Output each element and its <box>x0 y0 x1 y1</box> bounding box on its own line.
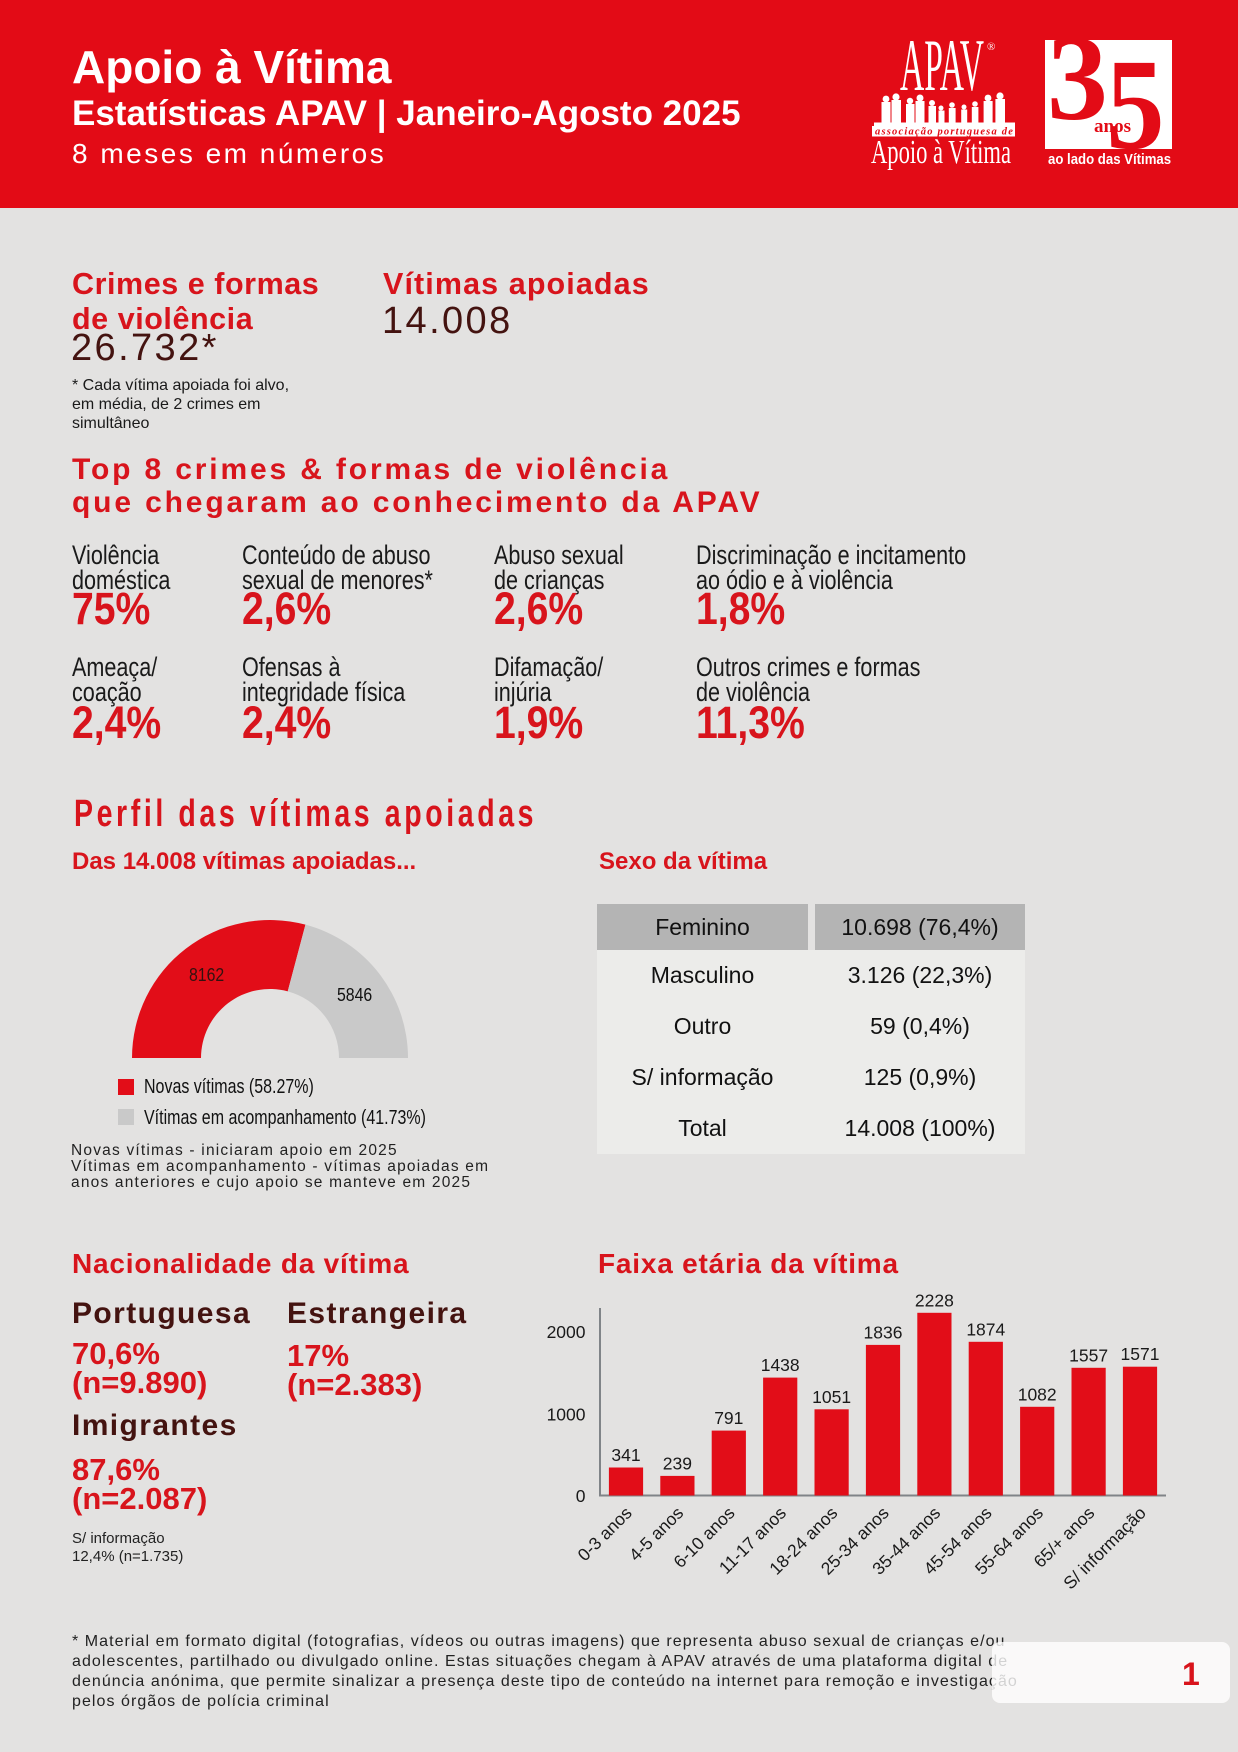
svg-text:1438: 1438 <box>761 1355 800 1375</box>
svg-text:1557: 1557 <box>1069 1345 1108 1365</box>
svg-text:APAV: APAV <box>900 38 984 107</box>
svg-text:1082: 1082 <box>1018 1384 1057 1404</box>
svg-text:1571: 1571 <box>1121 1344 1160 1364</box>
svg-text:anos: anos <box>1094 116 1131 137</box>
svg-text:ao lado das Vítimas: ao lado das Vítimas <box>1048 150 1171 167</box>
svg-text:2228: 2228 <box>915 1290 954 1310</box>
svg-text:791: 791 <box>714 1408 743 1428</box>
svg-text:0: 0 <box>576 1486 586 1506</box>
svg-text:0-3 anos: 0-3 anos <box>574 1503 636 1565</box>
svg-text:Apoio à Vítima: Apoio à Vítima <box>871 134 1011 170</box>
svg-text:2000: 2000 <box>547 1322 586 1342</box>
svg-text:associação portuguesa de: associação portuguesa de <box>875 127 1014 138</box>
svg-text:1836: 1836 <box>864 1322 903 1342</box>
svg-text:®: ® <box>987 41 995 53</box>
svg-text:239: 239 <box>663 1453 692 1473</box>
svg-text:1874: 1874 <box>966 1319 1005 1339</box>
svg-text:1000: 1000 <box>547 1405 586 1425</box>
svg-text:5: 5 <box>1106 40 1164 172</box>
svg-text:3: 3 <box>1047 40 1108 146</box>
svg-text:1051: 1051 <box>812 1387 851 1407</box>
svg-text:341: 341 <box>611 1445 640 1465</box>
